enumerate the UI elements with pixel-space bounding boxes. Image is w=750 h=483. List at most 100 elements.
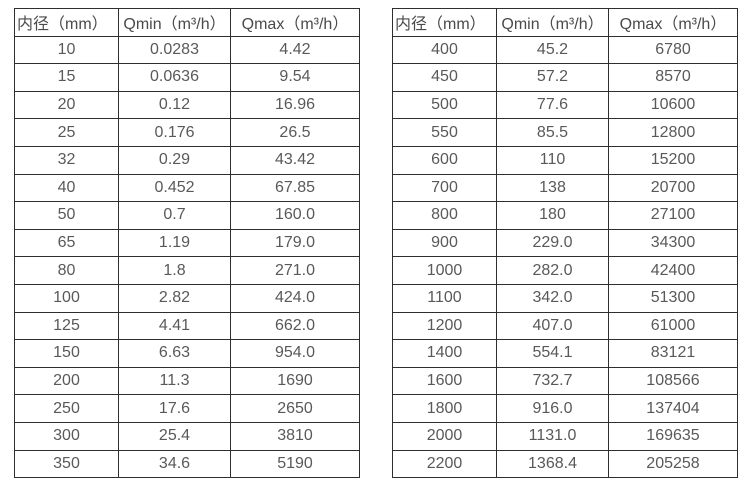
- cell-qmin: 0.7: [118, 201, 231, 230]
- cell-qmin: 282.0: [496, 256, 609, 285]
- cell-qmin: 0.0283: [118, 35, 231, 65]
- cell-qmin: 0.29: [118, 145, 231, 175]
- cell-qmin: 11.3: [118, 366, 231, 396]
- table-row: 10 0.0283 4.42: [14, 35, 360, 65]
- cell-diameter: 600: [392, 145, 497, 175]
- cell-qmax: 424.0: [230, 283, 360, 313]
- cell-qmin: 6.63: [118, 339, 231, 368]
- table-row: 50 0.7 160.0: [14, 201, 360, 230]
- cell-diameter: 450: [392, 63, 497, 92]
- cell-qmax: 5190: [230, 449, 360, 479]
- table-row: 1600 732.7 108566: [392, 366, 738, 396]
- table-row: 1800 916.0 137404: [392, 394, 738, 423]
- table-row: 2000 1131.0 169635: [392, 421, 738, 451]
- table-row: 600 110 15200: [392, 145, 738, 175]
- cell-qmin: 342.0: [496, 283, 609, 313]
- table-row: 1000 282.0 42400: [392, 256, 738, 285]
- cell-qmax: 108566: [608, 366, 738, 396]
- col-header-qmax: Qmax（m³/h）: [608, 8, 738, 37]
- table-row: 350 34.6 5190: [14, 449, 360, 479]
- cell-qmin: 110: [496, 145, 609, 175]
- cell-qmax: 51300: [608, 283, 738, 313]
- table-row: 15 0.0636 9.54: [14, 63, 360, 92]
- header-row: 内径（mm） Qmin（m³/h） Qmax（m³/h）: [14, 8, 360, 37]
- cell-qmax: 4.42: [230, 35, 360, 65]
- table-row: 200 11.3 1690: [14, 366, 360, 396]
- cell-diameter: 15: [14, 63, 119, 92]
- cell-qmax: 10600: [608, 90, 738, 120]
- table-row: 300 25.4 3810: [14, 421, 360, 451]
- cell-qmin: 916.0: [496, 394, 609, 423]
- cell-diameter: 100: [14, 283, 119, 313]
- cell-qmin: 77.6: [496, 90, 609, 120]
- cell-qmin: 407.0: [496, 311, 609, 341]
- cell-qmax: 27100: [608, 201, 738, 230]
- cell-qmax: 271.0: [230, 256, 360, 285]
- cell-diameter: 2200: [392, 449, 497, 479]
- cell-diameter: 150: [14, 339, 119, 368]
- cell-qmin: 85.5: [496, 118, 609, 147]
- col-header-diameter: 内径（mm）: [14, 8, 119, 37]
- cell-qmax: 61000: [608, 311, 738, 341]
- cell-qmax: 43.42: [230, 145, 360, 175]
- tables-container: 内径（mm） Qmin（m³/h） Qmax（m³/h） 10 0.0283 4.4…: [14, 8, 750, 479]
- cell-qmax: 1690: [230, 366, 360, 396]
- cell-diameter: 200: [14, 366, 119, 396]
- cell-qmax: 12800: [608, 118, 738, 147]
- table-header: 内径（mm） Qmin（m³/h） Qmax（m³/h）: [14, 8, 360, 37]
- header-row: 内径（mm） Qmin（m³/h） Qmax（m³/h）: [392, 8, 738, 37]
- table-row: 80 1.8 271.0: [14, 256, 360, 285]
- cell-diameter: 1000: [392, 256, 497, 285]
- flow-table-large-diameters: 内径（mm） Qmin（m³/h） Qmax（m³/h） 400 45.2 6780…: [392, 8, 738, 479]
- cell-qmax: 83121: [608, 339, 738, 368]
- cell-diameter: 500: [392, 90, 497, 120]
- cell-qmax: 9.54: [230, 63, 360, 92]
- cell-diameter: 550: [392, 118, 497, 147]
- table-row: 1100 342.0 51300: [392, 283, 738, 313]
- table-row: 1200 407.0 61000: [392, 311, 738, 341]
- cell-qmin: 17.6: [118, 394, 231, 423]
- cell-diameter: 700: [392, 173, 497, 203]
- cell-diameter: 40: [14, 173, 119, 203]
- cell-diameter: 32: [14, 145, 119, 175]
- table-header: 内径（mm） Qmin（m³/h） Qmax（m³/h）: [392, 8, 738, 37]
- table-row: 800 180 27100: [392, 201, 738, 230]
- cell-diameter: 25: [14, 118, 119, 147]
- table-row: 125 4.41 662.0: [14, 311, 360, 341]
- table-row: 400 45.2 6780: [392, 35, 738, 65]
- cell-qmin: 25.4: [118, 421, 231, 451]
- cell-qmax: 16.96: [230, 90, 360, 120]
- cell-diameter: 800: [392, 201, 497, 230]
- cell-diameter: 300: [14, 421, 119, 451]
- cell-qmin: 1368.4: [496, 449, 609, 479]
- cell-qmax: 954.0: [230, 339, 360, 368]
- table-row: 20 0.12 16.96: [14, 90, 360, 120]
- col-header-diameter: 内径（mm）: [392, 8, 497, 37]
- cell-qmax: 3810: [230, 421, 360, 451]
- col-header-qmin: Qmin（m³/h）: [118, 8, 231, 37]
- table-row: 900 229.0 34300: [392, 228, 738, 258]
- cell-qmin: 0.176: [118, 118, 231, 147]
- table-row: 150 6.63 954.0: [14, 339, 360, 368]
- cell-qmin: 180: [496, 201, 609, 230]
- cell-qmax: 662.0: [230, 311, 360, 341]
- cell-qmax: 34300: [608, 228, 738, 258]
- cell-qmax: 179.0: [230, 228, 360, 258]
- cell-qmin: 229.0: [496, 228, 609, 258]
- cell-qmax: 205258: [608, 449, 738, 479]
- col-header-qmax: Qmax（m³/h）: [230, 8, 360, 37]
- cell-diameter: 250: [14, 394, 119, 423]
- cell-diameter: 65: [14, 228, 119, 258]
- table-row: 100 2.82 424.0: [14, 283, 360, 313]
- table-row: 450 57.2 8570: [392, 63, 738, 92]
- cell-qmin: 0.452: [118, 173, 231, 203]
- cell-qmax: 137404: [608, 394, 738, 423]
- cell-diameter: 50: [14, 201, 119, 230]
- table-body: 400 45.2 6780 450 57.2 8570 500 77.6 10600 550 85.…: [392, 35, 738, 479]
- cell-diameter: 350: [14, 449, 119, 479]
- cell-qmin: 1.19: [118, 228, 231, 258]
- cell-diameter: 900: [392, 228, 497, 258]
- cell-diameter: 10: [14, 35, 119, 65]
- cell-diameter: 20: [14, 90, 119, 120]
